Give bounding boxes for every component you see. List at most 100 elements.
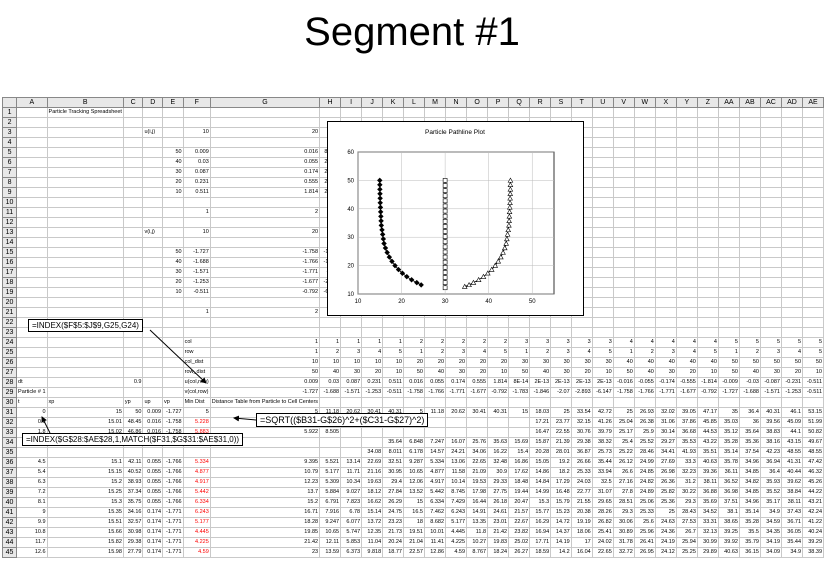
cell[interactable] (717, 237, 740, 248)
cell[interactable]: 50 (717, 367, 740, 378)
cell[interactable] (16, 297, 48, 308)
cell[interactable] (508, 107, 531, 118)
cell[interactable]: 4.59 (445, 547, 468, 558)
cell[interactable]: 10.65 (402, 467, 425, 478)
cell[interactable] (122, 277, 144, 288)
cell[interactable]: 1.814 (209, 187, 321, 198)
cell[interactable]: 25.22 (612, 447, 635, 458)
cell[interactable] (738, 127, 761, 138)
cell[interactable] (162, 237, 184, 248)
cell[interactable] (675, 277, 698, 288)
cell[interactable]: 5.309 (319, 477, 342, 488)
cell[interactable] (142, 247, 164, 258)
cell[interactable] (675, 107, 698, 118)
cell[interactable]: -1.766 (162, 477, 184, 488)
cell[interactable]: 5.334 (423, 457, 447, 468)
cell[interactable] (142, 207, 164, 218)
cell[interactable] (717, 267, 740, 278)
cell[interactable] (466, 427, 489, 438)
cell[interactable] (633, 217, 656, 228)
cell[interactable] (487, 317, 510, 328)
spreadsheet-grid[interactable]: A B C D E F G H I J K L M N O P Q R S T U V W X Y Z AA AB AC AD AE 1 Pa… (1, 97, 824, 558)
cell[interactable] (717, 187, 740, 198)
cell[interactable] (717, 217, 740, 228)
cell[interactable]: 0.03 (319, 377, 342, 388)
cell[interactable]: 0.055 (142, 477, 164, 488)
cell[interactable]: 35.69 (696, 497, 719, 508)
column-header[interactable]: E (162, 97, 184, 108)
cell[interactable] (122, 157, 144, 168)
row-header[interactable]: 31 (1, 407, 18, 418)
cell[interactable]: 4.59 (182, 547, 211, 558)
cell[interactable] (759, 397, 783, 408)
row-header[interactable]: 5 (1, 147, 18, 158)
cell[interactable] (696, 117, 719, 128)
row-header[interactable]: 30 (1, 397, 18, 408)
cell[interactable] (122, 347, 144, 358)
cell[interactable]: 16.94 (529, 527, 552, 538)
cell[interactable]: 24.02 (591, 537, 614, 548)
cell[interactable] (675, 167, 698, 178)
cell[interactable]: 18 (402, 517, 425, 528)
cell[interactable]: 40.31 (759, 407, 783, 418)
cell[interactable]: -1.771 (445, 387, 468, 398)
cell[interactable] (361, 397, 384, 408)
cell[interactable] (696, 257, 719, 268)
cell[interactable]: 21.57 (508, 507, 531, 518)
cell[interactable] (182, 237, 211, 248)
cell[interactable] (780, 247, 804, 258)
cell[interactable] (717, 197, 740, 208)
cell[interactable]: 36.4 (738, 407, 761, 418)
cell[interactable]: 12.35 (361, 527, 384, 538)
cell[interactable]: 17.62 (508, 467, 531, 478)
cell[interactable] (612, 207, 635, 218)
cell[interactable] (122, 177, 144, 188)
cell[interactable]: 50 (402, 367, 425, 378)
cell[interactable]: 3 (591, 337, 614, 348)
cell[interactable] (675, 307, 698, 318)
cell[interactable] (633, 307, 656, 318)
cell[interactable]: 18.24 (487, 547, 510, 558)
cell[interactable]: -1.771 (162, 537, 184, 548)
cell[interactable] (122, 167, 144, 178)
cell[interactable]: 40 (633, 357, 656, 368)
cell[interactable]: 1 (402, 347, 425, 358)
cell[interactable]: 20 (466, 367, 489, 378)
cell[interactable]: Distance Table from Particle to Cell Cen… (209, 397, 321, 408)
cell[interactable]: -0.009 (717, 377, 740, 388)
cell[interactable]: 7.462 (423, 507, 447, 518)
cell[interactable]: -0.016 (612, 377, 635, 388)
cell[interactable]: -1.771 (162, 527, 184, 538)
row-header[interactable]: 33 (1, 427, 18, 438)
column-header[interactable]: N (445, 97, 468, 108)
cell[interactable]: 4 (780, 347, 804, 358)
column-header[interactable]: D (142, 97, 164, 108)
cell[interactable] (46, 217, 124, 228)
cell[interactable] (675, 187, 698, 198)
cell[interactable] (612, 267, 635, 278)
cell[interactable]: 0.055 (142, 497, 164, 508)
cell[interactable]: -1.727 (182, 247, 211, 258)
cell[interactable]: 23.77 (550, 417, 572, 428)
cell[interactable]: -0.511 (802, 377, 824, 388)
cell[interactable]: -2.893 (570, 387, 593, 398)
cell[interactable] (361, 327, 384, 338)
cell[interactable]: 0.009 (182, 147, 211, 158)
cell[interactable] (675, 127, 698, 138)
cell[interactable]: 10 (182, 127, 211, 138)
cell[interactable] (633, 207, 656, 218)
cell[interactable]: 9.9 (16, 517, 48, 528)
cell[interactable]: 10.8 (16, 527, 48, 538)
cell[interactable]: 24.36 (654, 527, 677, 538)
cell[interactable]: 0.055 (142, 487, 164, 498)
row-header[interactable]: 2 (1, 117, 18, 128)
cell[interactable]: v(i,j) (142, 227, 164, 238)
cell[interactable] (162, 347, 184, 358)
cell[interactable] (382, 397, 404, 408)
cell[interactable]: 0.016 (209, 147, 321, 158)
cell[interactable] (487, 327, 510, 338)
cell[interactable]: 30 (508, 357, 531, 368)
cell[interactable]: 44.1 (780, 427, 804, 438)
cell[interactable]: 45.26 (802, 477, 824, 488)
cell[interactable]: 26.29 (382, 497, 404, 508)
